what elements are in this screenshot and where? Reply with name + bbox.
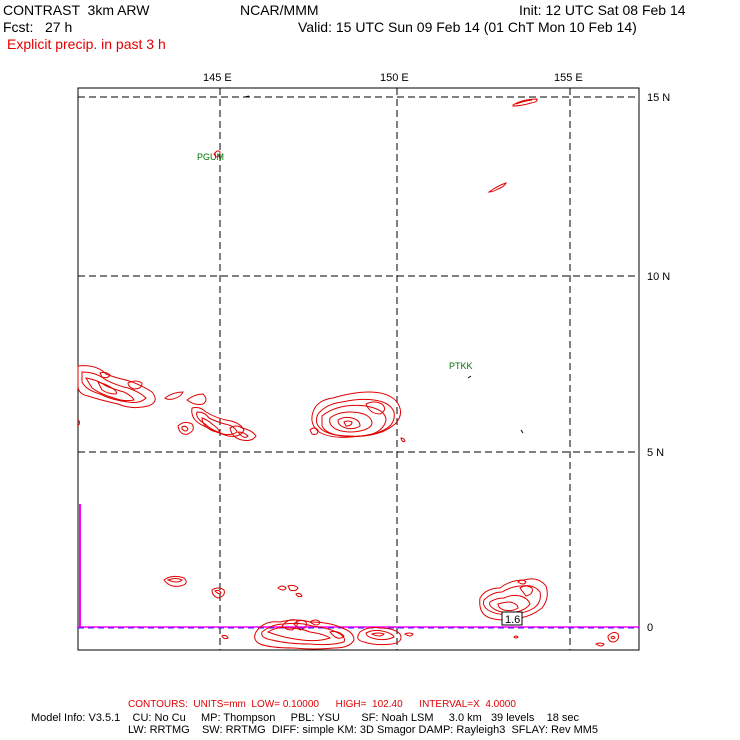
contour-label: 1.6 <box>505 614 520 626</box>
contour-info: CONTOURS: UNITS=mm LOW= 0.10000 HIGH= 10… <box>128 699 516 710</box>
lon-label-150: 150 E <box>380 72 409 84</box>
station-ptkk: PTKK <box>449 361 473 371</box>
map-frame <box>77 87 640 651</box>
station-pgum: PGUM <box>197 152 224 162</box>
lon-label-155: 155 E <box>554 72 583 84</box>
magenta-boundary <box>79 504 81 627</box>
center-name: NCAR/MMM <box>240 2 319 18</box>
precip-contours <box>77 98 619 650</box>
island-outlines <box>244 95 524 434</box>
lon-label-145: 145 E <box>203 72 232 84</box>
valid-time: Valid: 15 UTC Sun 09 Feb 14 (01 ChT Mon … <box>298 19 637 35</box>
lat-label-0: 0 <box>647 622 653 634</box>
model-info-line1: Model Info: V3.5.1 CU: No Cu MP: Thompso… <box>31 712 579 724</box>
init-time: Init: 12 UTC Sat 08 Feb 14 <box>519 2 686 18</box>
field-title: Explicit precip. in past 3 h <box>7 36 166 52</box>
contour-label-box <box>501 611 523 626</box>
lat-label-15n: 15 N <box>647 92 670 104</box>
model-title: CONTRAST 3km ARW <box>3 2 150 18</box>
lat-label-5n: 5 N <box>647 447 664 459</box>
model-info-line2: LW: RRTMG SW: RRTMG DIFF: simple KM: 3D … <box>128 724 599 736</box>
lat-label-10n: 10 N <box>647 271 670 283</box>
graticule <box>78 88 639 650</box>
forecast-hour: Fcst: 27 h <box>3 19 73 35</box>
